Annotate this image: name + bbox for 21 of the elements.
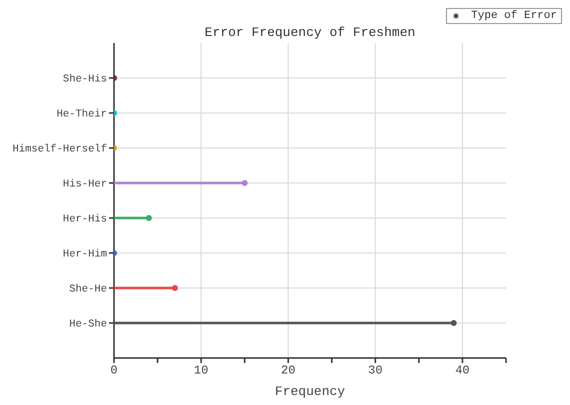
x-tick-label: 30 (368, 364, 383, 378)
y-tick-label: He-She (69, 318, 107, 331)
chart-title: Error Frequency of Freshmen (204, 25, 416, 40)
y-tick-label: She-He (69, 284, 107, 296)
x-tick-label: 0 (110, 364, 118, 378)
legend-label: Type of Error (471, 10, 557, 22)
point (146, 215, 152, 221)
y-tick-label: His-Her (62, 178, 107, 191)
point (242, 180, 248, 186)
point (450, 320, 457, 326)
x-tick-label: 40 (455, 364, 470, 378)
point (172, 285, 178, 291)
y-tick-label: She-His (62, 74, 107, 86)
y-tick-label: Himself-Herself (12, 144, 107, 156)
y-tick-label: Her-His (62, 214, 107, 226)
y-tick-label: Her-Him (62, 248, 107, 261)
x-axis-title: Frequency (274, 384, 346, 399)
legend-box: Type of Error (446, 8, 562, 24)
y-tick-label: He-Their (56, 108, 107, 121)
x-tick-label: 20 (281, 364, 296, 378)
x-tick-label: 10 (194, 364, 208, 378)
